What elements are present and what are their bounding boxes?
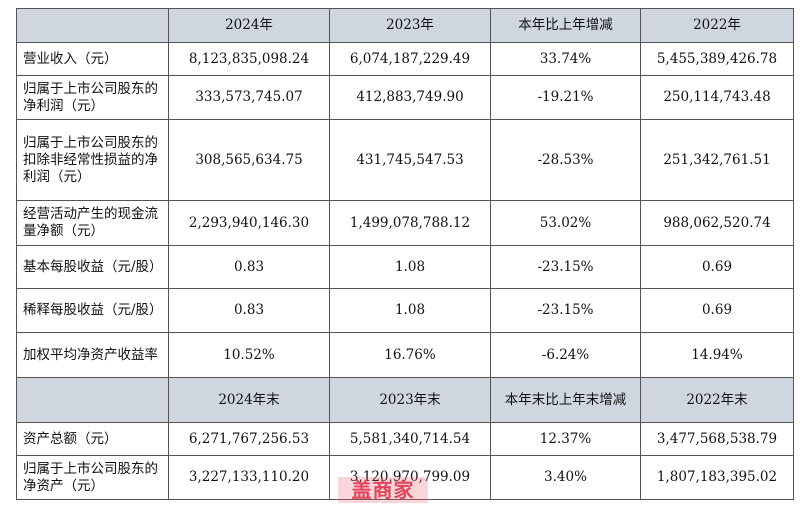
value-2023: 431,745,547.53 [329, 119, 491, 201]
row-label: 归属于上市公司股东的扣除非经常性损益的净利润（元） [16, 119, 169, 201]
header-2022: 2022年 [640, 8, 794, 43]
value-change: -28.53% [490, 119, 641, 201]
watermark-logo: 盖商家 [338, 477, 428, 503]
value-2024: 2,293,940,146.30 [168, 200, 330, 246]
value-2022: 1,807,183,395.02 [640, 455, 794, 500]
header-row-year-end: 2024年末 2023年末 本年末比上年末增减 2022年末 [16, 377, 794, 423]
value-2022: 0.69 [640, 245, 794, 289]
value-change: -23.15% [490, 288, 641, 333]
value-2024: 0.83 [168, 288, 330, 333]
header-row-annual: 2024年 2023年 本年比上年增减 2022年 [16, 8, 794, 43]
header-change-end: 本年末比上年末增减 [490, 377, 641, 423]
table-row: 稀释每股收益（元/股） 0.83 1.08 -23.15% 0.69 [16, 288, 794, 333]
value-change: -23.15% [490, 245, 641, 289]
value-2022: 14.94% [640, 332, 794, 378]
row-label: 加权平均净资产收益率 [16, 332, 169, 378]
value-2023: 5,581,340,714.54 [329, 422, 491, 456]
value-2022: 3,477,568,538.79 [640, 422, 794, 456]
value-2022: 5,455,389,426.78 [640, 42, 794, 76]
value-change: -6.24% [490, 332, 641, 378]
row-label: 稀释每股收益（元/股） [16, 288, 169, 333]
table-row: 经营活动产生的现金流量净额（元） 2,293,940,146.30 1,499,… [16, 200, 794, 246]
value-2024: 308,565,634.75 [168, 119, 330, 201]
table-row: 基本每股收益（元/股） 0.83 1.08 -23.15% 0.69 [16, 245, 794, 289]
table-row: 加权平均净资产收益率 10.52% 16.76% -6.24% 14.94% [16, 332, 794, 378]
value-2022: 250,114,743.48 [640, 75, 794, 120]
row-label: 归属于上市公司股东的净利润（元） [16, 75, 169, 120]
value-2023: 3,120,970,799.09 [329, 455, 491, 500]
row-label: 经营活动产生的现金流量净额（元） [16, 200, 169, 246]
row-label: 资产总额（元） [16, 422, 169, 456]
header-corner-cell [16, 8, 169, 43]
table-row: 归属于上市公司股东的净资产（元） 3,227,133,110.20 3,120,… [16, 455, 794, 500]
header-2022-end: 2022年末 [640, 377, 794, 423]
table-row: 资产总额（元） 6,271,767,256.53 5,581,340,714.5… [16, 422, 794, 456]
value-2024: 6,271,767,256.53 [168, 422, 330, 456]
value-2022: 988,062,520.74 [640, 200, 794, 246]
value-2024: 0.83 [168, 245, 330, 289]
value-change: -19.21% [490, 75, 641, 120]
value-change: 3.40% [490, 455, 641, 500]
value-2023: 6,074,187,229.49 [329, 42, 491, 76]
value-2023: 412,883,749.90 [329, 75, 491, 120]
header-corner-cell [16, 377, 169, 423]
header-2023: 2023年 [329, 8, 491, 43]
row-label: 归属于上市公司股东的净资产（元） [16, 455, 169, 500]
header-2024-end: 2024年末 [168, 377, 330, 423]
header-change: 本年比上年增减 [490, 8, 641, 43]
table-row: 归属于上市公司股东的净利润（元） 333,573,745.07 412,883,… [16, 75, 794, 120]
row-label: 基本每股收益（元/股） [16, 245, 169, 289]
header-2024: 2024年 [168, 8, 330, 43]
header-2023-end: 2023年末 [329, 377, 491, 423]
value-change: 33.74% [490, 42, 641, 76]
row-label: 营业收入（元） [16, 42, 169, 76]
value-2023: 1.08 [329, 288, 491, 333]
value-2023: 1,499,078,788.12 [329, 200, 491, 246]
value-2024: 10.52% [168, 332, 330, 378]
financial-summary-table: 2024年 2023年 本年比上年增减 2022年 营业收入（元） 8,123,… [16, 8, 794, 500]
value-2024: 333,573,745.07 [168, 75, 330, 120]
value-2022: 0.69 [640, 288, 794, 333]
value-2023: 16.76% [329, 332, 491, 378]
value-2022: 251,342,761.51 [640, 119, 794, 201]
value-change: 53.02% [490, 200, 641, 246]
value-2024: 3,227,133,110.20 [168, 455, 330, 500]
table-row: 归属于上市公司股东的扣除非经常性损益的净利润（元） 308,565,634.75… [16, 119, 794, 201]
value-2024: 8,123,835,098.24 [168, 42, 330, 76]
table-row: 营业收入（元） 8,123,835,098.24 6,074,187,229.4… [16, 42, 794, 76]
value-change: 12.37% [490, 422, 641, 456]
value-2023: 1.08 [329, 245, 491, 289]
